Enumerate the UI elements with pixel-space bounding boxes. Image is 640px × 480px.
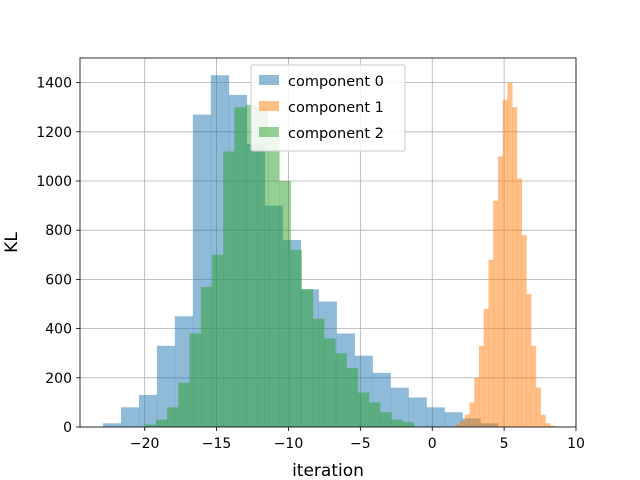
y-tick-label: 600 <box>45 272 72 288</box>
histogram-bar <box>526 294 532 427</box>
y-tick-label: 800 <box>45 223 72 239</box>
plot-frame <box>79 57 577 428</box>
histogram-bar <box>211 254 224 427</box>
histogram-bar <box>301 289 314 427</box>
histogram-bar <box>469 402 475 427</box>
y-tick-label: 1400 <box>36 76 72 92</box>
histogram-bar <box>189 333 202 427</box>
histogram-bar <box>521 235 527 427</box>
histogram-bar <box>290 249 302 427</box>
histogram-bar <box>408 397 427 427</box>
series-2-bars <box>144 104 415 428</box>
histogram-bar <box>178 382 190 427</box>
histogram-bar <box>426 407 445 427</box>
histogram-bar <box>335 353 347 427</box>
x-axis-ticks: −20 −15 −10 −5 0 5 10 <box>130 427 585 452</box>
x-tick-label: 5 <box>500 436 509 452</box>
histogram-bar <box>346 367 359 427</box>
histogram-bar <box>200 286 213 427</box>
histogram-bar <box>483 308 489 427</box>
x-tick-label: 0 <box>428 436 437 452</box>
histogram-bar <box>444 412 463 427</box>
legend-entry-label: component 0 <box>288 74 384 90</box>
y-tick-label: 0 <box>63 420 72 436</box>
histogram-bar <box>144 424 157 427</box>
legend-swatch <box>259 75 279 85</box>
histogram-bar <box>464 414 470 427</box>
y-tick-label: 1000 <box>36 174 72 190</box>
x-tick-label: 10 <box>567 436 585 452</box>
histogram-bar <box>391 419 403 427</box>
y-axis-label: KL <box>2 232 22 253</box>
legend-swatch <box>259 101 279 111</box>
y-tick-label: 1200 <box>36 125 72 141</box>
legend: component 0 component 1 component 2 <box>250 64 406 152</box>
x-axis-label: iteration <box>292 461 364 480</box>
legend-box <box>250 64 406 152</box>
histogram-bar <box>390 387 409 427</box>
histogram-bar <box>155 419 168 427</box>
histogram-bar <box>488 259 494 427</box>
histogram-bar <box>268 136 280 427</box>
histogram-bar <box>459 420 466 427</box>
histogram-bar <box>324 338 336 427</box>
legend-entry-label: component 1 <box>288 100 384 116</box>
histogram-bar <box>545 423 551 427</box>
histogram-bars <box>103 75 556 428</box>
x-tick-label: −15 <box>202 436 232 452</box>
series-1-bars <box>455 82 556 427</box>
y-axis-ticks: 0 200 400 600 800 1000 1200 1400 <box>36 76 80 436</box>
histogram-bar <box>357 392 370 427</box>
histogram-bar <box>223 151 235 428</box>
histogram-bar <box>507 82 513 427</box>
histogram-bar <box>402 422 415 427</box>
histogram-bar <box>474 377 480 427</box>
histogram-bar <box>455 424 461 427</box>
histogram-bar <box>120 407 140 427</box>
histogram-bar <box>531 345 537 427</box>
y-tick-label: 400 <box>45 322 72 338</box>
histogram-bar <box>256 107 269 427</box>
legend-swatch <box>259 127 279 137</box>
y-tick-label: 200 <box>45 371 72 387</box>
x-tick-label: −10 <box>274 436 304 452</box>
histogram-bar <box>512 107 518 427</box>
histogram-bar <box>502 99 508 427</box>
histogram-bar <box>138 395 158 427</box>
histogram-bar <box>550 425 556 427</box>
histogram-bar <box>234 107 246 427</box>
histogram-bar <box>103 423 122 427</box>
histogram-bar <box>516 178 522 427</box>
histogram-bar <box>245 104 258 428</box>
histogram-bar <box>478 345 485 427</box>
histogram-bar <box>312 318 325 427</box>
histogram-bar <box>540 414 546 427</box>
histogram-bar <box>156 345 176 427</box>
histogram-bar <box>380 412 392 427</box>
histogram-bar <box>279 181 291 427</box>
histogram-bar <box>493 200 499 427</box>
histogram-bar <box>497 156 503 427</box>
histogram-bar <box>368 402 381 427</box>
histogram-bar <box>535 387 541 427</box>
histogram-bar <box>167 407 179 427</box>
x-tick-label: −5 <box>350 436 371 452</box>
legend-entry-label: component 2 <box>288 126 384 142</box>
x-tick-label: −20 <box>130 436 160 452</box>
